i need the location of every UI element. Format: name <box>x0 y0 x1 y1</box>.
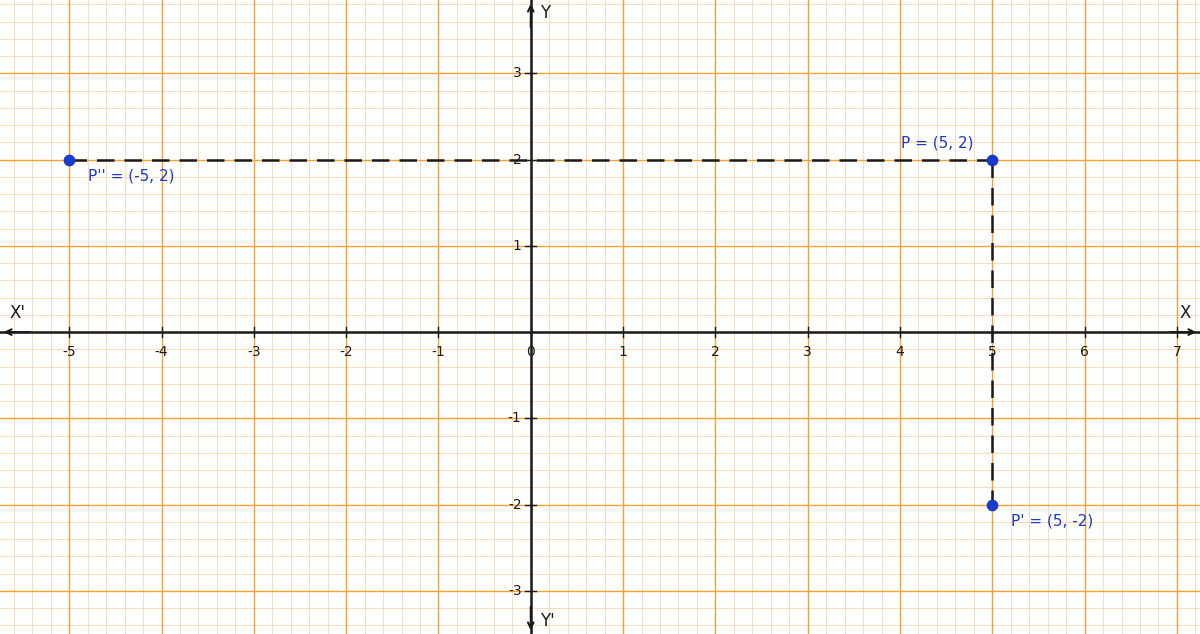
Point <box>983 155 1002 165</box>
Text: -1: -1 <box>508 411 522 425</box>
Text: 3: 3 <box>512 67 522 81</box>
Text: -4: -4 <box>155 345 168 359</box>
Text: X': X' <box>10 304 25 321</box>
Text: 0: 0 <box>527 345 535 359</box>
Text: X: X <box>1180 304 1190 321</box>
Point <box>983 500 1002 510</box>
Text: 4: 4 <box>895 345 905 359</box>
Text: 7: 7 <box>1172 345 1181 359</box>
Text: -2: -2 <box>340 345 353 359</box>
Text: P'' = (-5, 2): P'' = (-5, 2) <box>88 168 174 183</box>
Text: -5: -5 <box>62 345 76 359</box>
Text: 1: 1 <box>619 345 628 359</box>
Point <box>60 155 79 165</box>
Text: 3: 3 <box>803 345 812 359</box>
Text: -1: -1 <box>432 345 445 359</box>
Text: 1: 1 <box>512 239 522 253</box>
Text: -3: -3 <box>247 345 260 359</box>
Text: 2: 2 <box>512 153 522 167</box>
Text: -3: -3 <box>508 584 522 598</box>
Text: P = (5, 2): P = (5, 2) <box>901 136 974 151</box>
Text: 6: 6 <box>1080 345 1090 359</box>
Text: 2: 2 <box>712 345 720 359</box>
Text: 5: 5 <box>988 345 997 359</box>
Text: Y': Y' <box>540 612 554 630</box>
Text: P' = (5, -2): P' = (5, -2) <box>1010 514 1093 528</box>
Text: -2: -2 <box>508 498 522 512</box>
Text: Y: Y <box>540 4 550 22</box>
